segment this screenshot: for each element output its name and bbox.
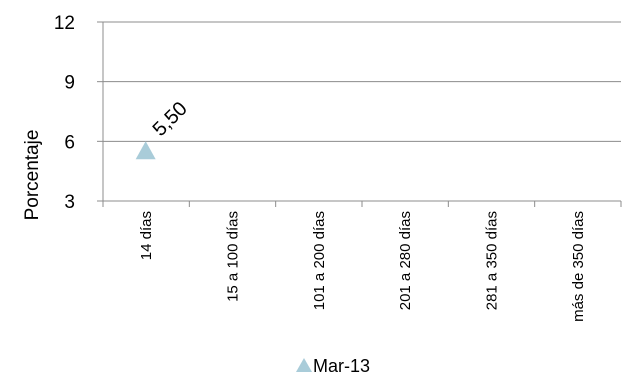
data-label: 5,50 — [149, 98, 192, 141]
x-tick-label: 201 a 280 días — [397, 211, 414, 310]
y-tick-label: 9 — [64, 73, 75, 94]
data-point — [135, 141, 156, 160]
x-tick-labels: 14 días 15 a 100 días 101 a 200 días 201 a … — [138, 211, 587, 322]
x-tick-label: 101 a 200 días — [311, 211, 328, 310]
legend-marker — [296, 358, 312, 372]
legend: Mar-13 — [296, 356, 370, 376]
y-tick-labels: 3 6 9 12 — [54, 13, 75, 213]
x-tick-label: 281 a 350 días — [484, 211, 501, 310]
y-tick-label: 6 — [64, 132, 75, 153]
x-tick-label: 15 a 100 días — [225, 211, 242, 302]
x-tick-label: más de 350 días — [570, 211, 587, 322]
y-axis-title: Porcentaje — [22, 130, 43, 221]
legend-series-name: Mar-13 — [313, 356, 370, 376]
axes — [97, 21, 622, 207]
data-points: 5,50 — [135, 98, 192, 160]
gridlines — [103, 21, 621, 142]
y-tick-label: 3 — [64, 192, 75, 213]
x-tick-label: 14 días — [138, 211, 155, 260]
y-tick-label: 12 — [54, 13, 75, 34]
